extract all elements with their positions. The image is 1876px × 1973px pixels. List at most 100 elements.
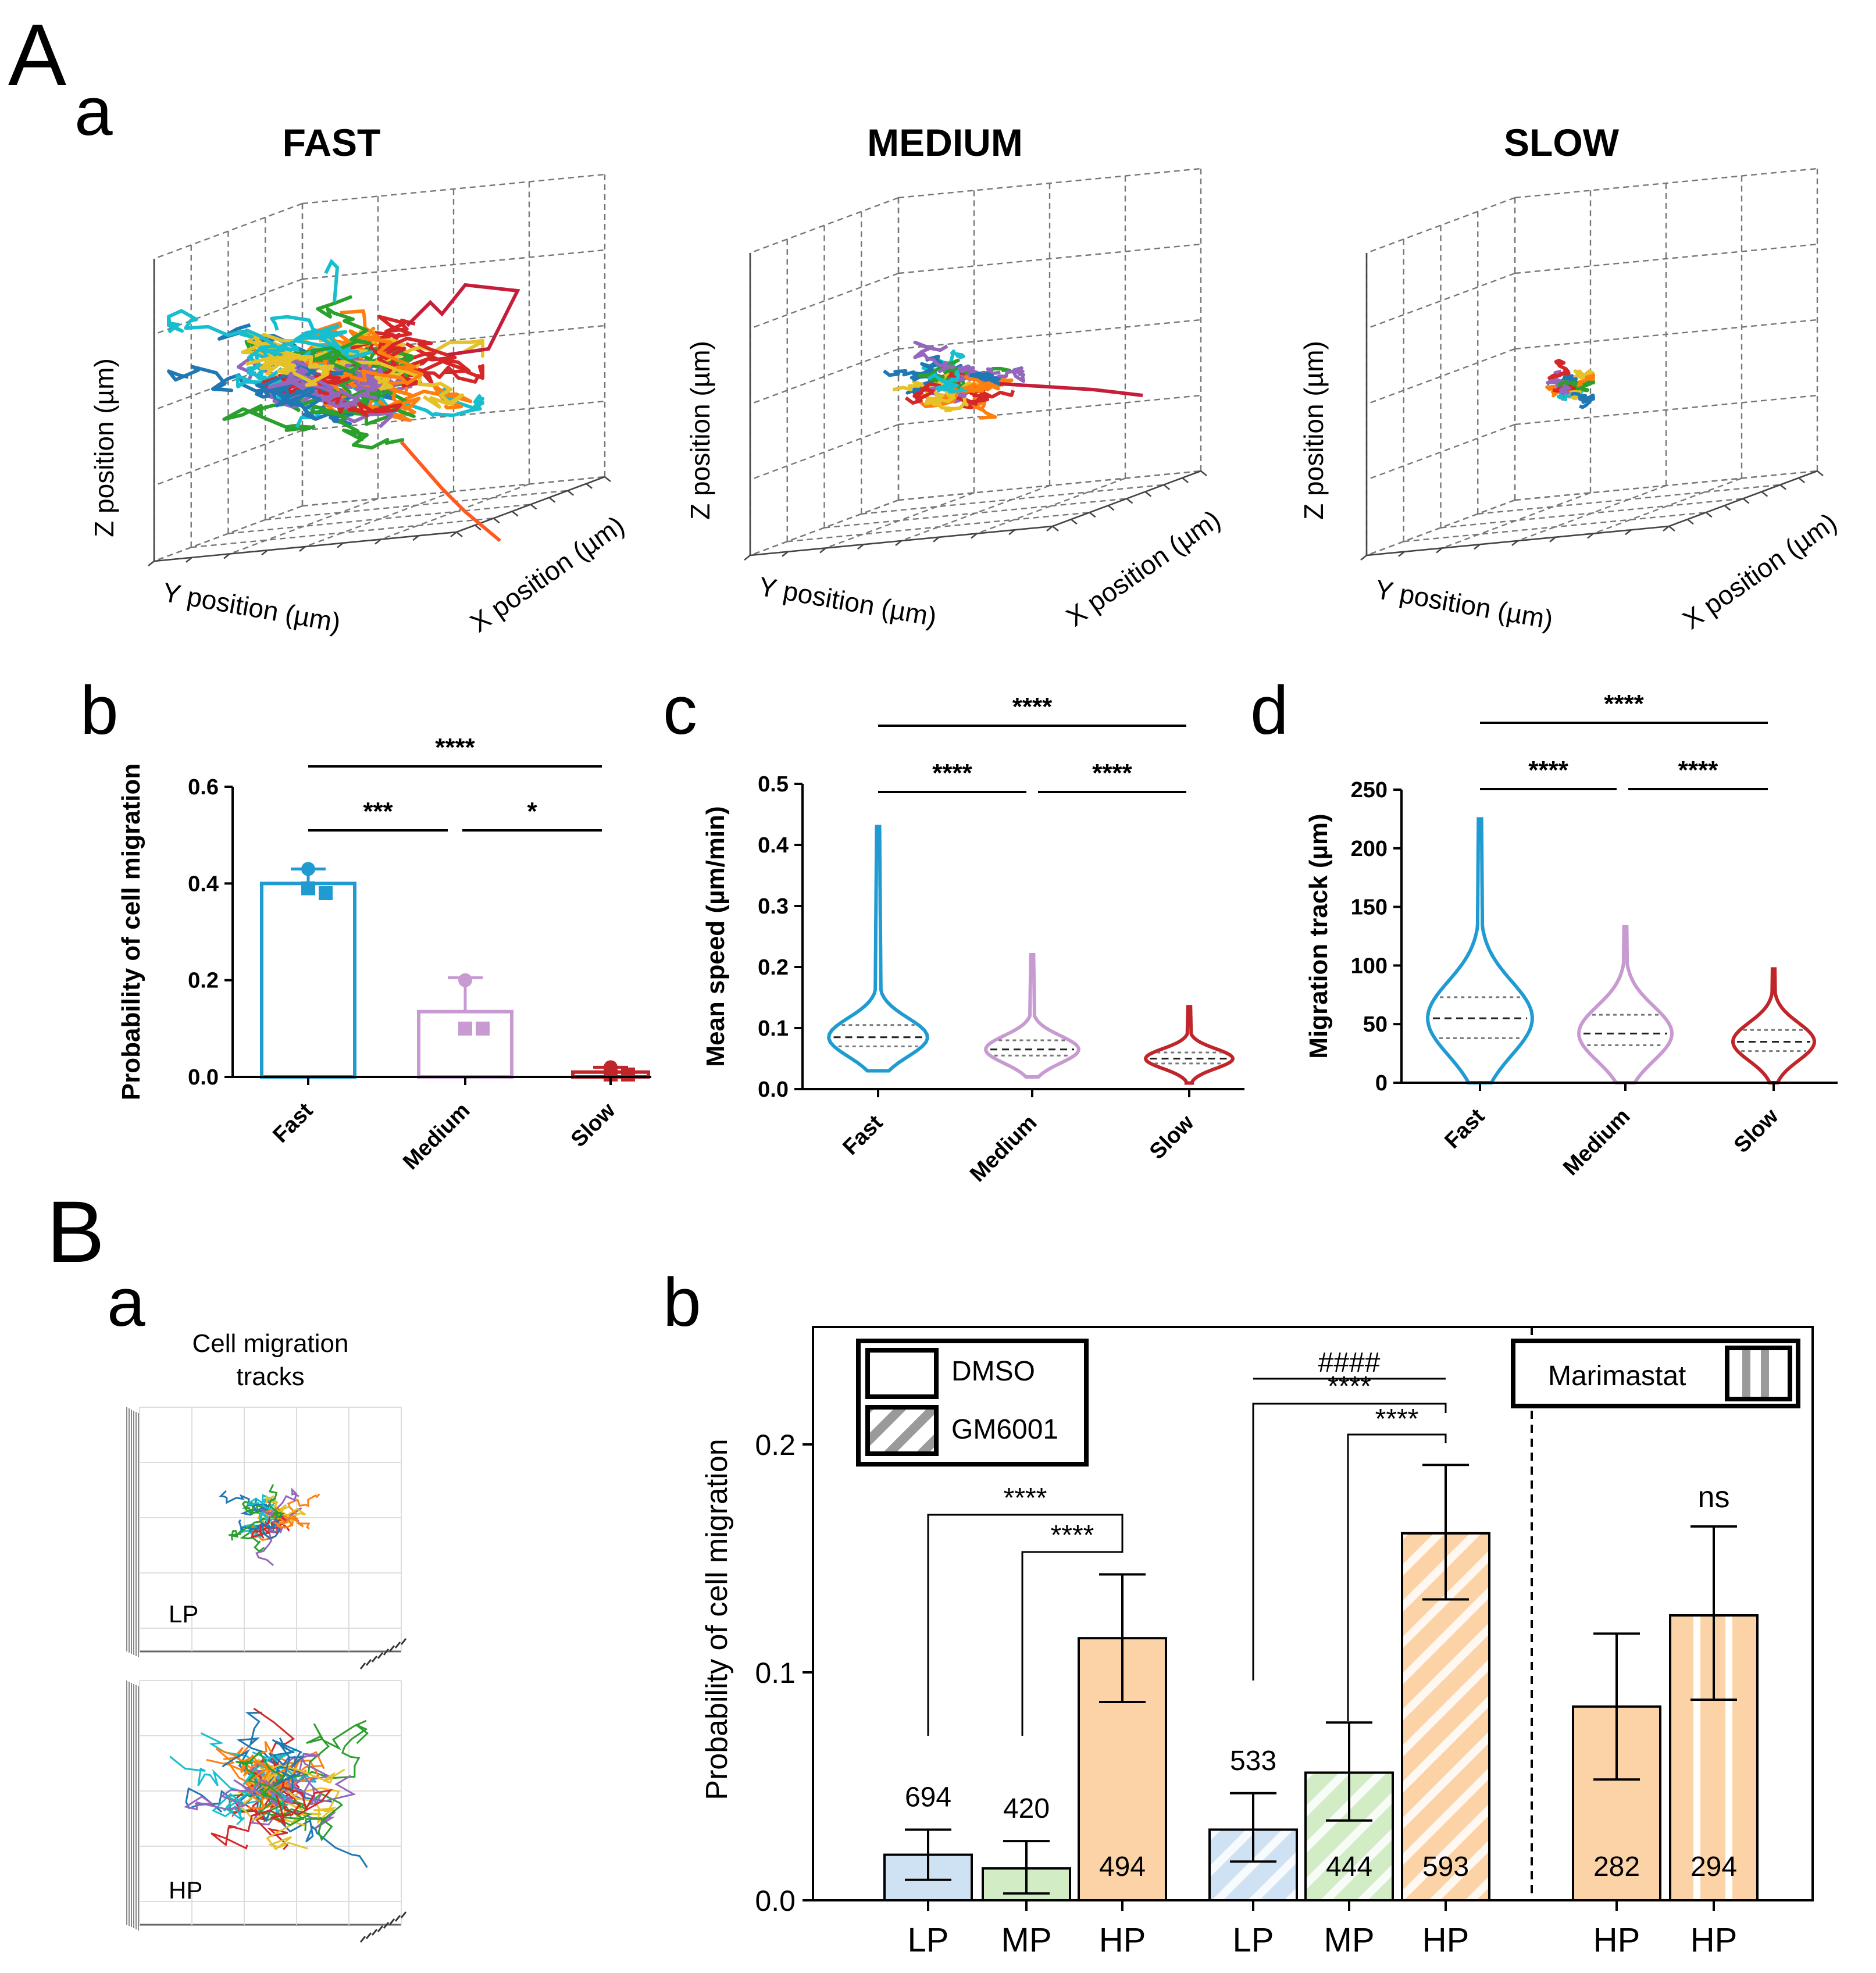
plot-title: FAST bbox=[283, 121, 381, 164]
significance-label: **** bbox=[1678, 756, 1718, 784]
x-tick-label: Fast bbox=[838, 1110, 887, 1159]
box-tick bbox=[383, 1649, 390, 1656]
track-line bbox=[310, 295, 372, 373]
cell-track-line bbox=[278, 1792, 343, 1842]
y-tick-label: 0.0 bbox=[755, 1885, 796, 1917]
grid-line bbox=[1514, 167, 1818, 199]
x-tick-label: Medium bbox=[965, 1111, 1042, 1187]
plot-title: SLOW bbox=[1504, 121, 1620, 164]
grid-line bbox=[1593, 477, 1742, 534]
y-axis-label: Mean speed (µm/min) bbox=[701, 806, 730, 1066]
legend-swatch-dmso bbox=[865, 1348, 939, 1399]
grid-line bbox=[750, 423, 899, 481]
box-tick bbox=[359, 1936, 366, 1943]
significance-label: * bbox=[527, 797, 537, 826]
tick bbox=[1761, 491, 1768, 497]
plot-grid bbox=[744, 167, 1207, 561]
data-point bbox=[301, 881, 315, 895]
tick bbox=[530, 504, 537, 510]
bar-count-label: 420 bbox=[1003, 1793, 1050, 1824]
significance-label: **** bbox=[1012, 693, 1053, 721]
chart-probability-treatments: 0.0 0.1 0.2 Probability of cell migration 69… bbox=[700, 1326, 1814, 1959]
box-tick bbox=[371, 1656, 378, 1662]
tick bbox=[857, 544, 864, 550]
y-tick-label: 150 bbox=[1351, 895, 1388, 920]
panel-letter-Ab: b bbox=[80, 672, 119, 749]
legend-label-gm6001: GM6001 bbox=[951, 1414, 1058, 1445]
box-tick bbox=[394, 1642, 401, 1649]
chart-probability-migration: 0.0 0.2 0.4 0.6 Probability of cell migratio… bbox=[117, 733, 651, 1175]
x-axis-label: X position (µm) bbox=[1061, 504, 1226, 633]
y-axis-label: Probability of cell migration bbox=[117, 763, 145, 1100]
y-axis-label: Probability of cell migration bbox=[700, 1439, 734, 1800]
panel-letter-A: A bbox=[8, 6, 66, 104]
plot-title: MEDIUM bbox=[867, 121, 1023, 164]
y-tick-label: 0.2 bbox=[755, 1429, 796, 1461]
cell-tracks-title-1: Cell migration bbox=[192, 1329, 349, 1358]
tick bbox=[1008, 529, 1015, 536]
box-label-lp: LP bbox=[169, 1600, 198, 1628]
tick bbox=[450, 531, 457, 538]
tick bbox=[1705, 512, 1713, 518]
tick bbox=[971, 533, 978, 539]
significance-label: **** bbox=[1092, 759, 1132, 787]
x-tick-label: LP bbox=[1233, 1921, 1274, 1959]
bar-count-label: 593 bbox=[1422, 1851, 1469, 1882]
tick bbox=[412, 535, 419, 541]
grid-line bbox=[154, 429, 303, 487]
track-box-hp bbox=[126, 1680, 407, 1943]
tick bbox=[933, 536, 940, 543]
bar-hatch bbox=[1693, 1617, 1700, 1899]
grid-line bbox=[1514, 243, 1818, 274]
track-line bbox=[310, 373, 405, 449]
y-tick-label: 100 bbox=[1351, 954, 1388, 978]
track-box-lp bbox=[126, 1407, 407, 1669]
tick bbox=[1798, 477, 1805, 483]
tick bbox=[456, 531, 463, 538]
track-line bbox=[932, 371, 955, 406]
tick bbox=[475, 525, 482, 531]
y-tick-label: 0.2 bbox=[188, 969, 219, 993]
grid-line bbox=[1442, 492, 1591, 549]
y-tick-label: 0.5 bbox=[758, 772, 789, 797]
box-tick bbox=[365, 1932, 372, 1939]
tick bbox=[511, 511, 519, 517]
significance-bracket bbox=[1252, 1403, 1447, 1681]
bar bbox=[417, 1009, 513, 1079]
x-axis-label: X position (µm) bbox=[1677, 507, 1842, 636]
panel-letter-Aa: a bbox=[74, 73, 113, 150]
data-point bbox=[621, 1067, 635, 1082]
tick bbox=[1052, 525, 1059, 532]
tick bbox=[1511, 540, 1518, 547]
panel-letter-Ad: d bbox=[1250, 672, 1289, 749]
panel-letter-Ac: c bbox=[663, 672, 697, 749]
significance-bracket bbox=[1021, 1526, 1124, 1736]
z-axis-label: Z position (µm) bbox=[1299, 341, 1329, 520]
grid-line bbox=[380, 483, 530, 540]
significance-label: **** bbox=[1528, 756, 1568, 784]
cell-track-line bbox=[270, 1779, 333, 1824]
box-tick bbox=[377, 1652, 384, 1659]
tick bbox=[819, 547, 826, 554]
track-line bbox=[1574, 369, 1595, 381]
y-tick-label: 0.0 bbox=[758, 1078, 789, 1102]
track-line bbox=[254, 374, 331, 408]
y-tick-label: 0.1 bbox=[758, 1016, 789, 1041]
legend-swatch-stripe bbox=[1761, 1350, 1769, 1397]
box-tick bbox=[400, 1638, 407, 1645]
track-lines bbox=[167, 258, 520, 543]
violin bbox=[827, 825, 929, 1073]
x-axis-label: X position (µm) bbox=[465, 510, 630, 638]
grid-line bbox=[976, 477, 1126, 534]
significance-label: ns bbox=[1698, 1480, 1730, 1514]
x-tick-label: LP bbox=[908, 1921, 949, 1959]
x-tick-label: Medium bbox=[398, 1098, 475, 1175]
track-line bbox=[1000, 382, 1143, 397]
grid-line bbox=[1366, 272, 1515, 330]
y-tick-label: 0.2 bbox=[758, 955, 789, 980]
tick bbox=[1724, 505, 1731, 511]
y-tick-label: 0.6 bbox=[188, 775, 219, 800]
cell-track-line bbox=[255, 1786, 312, 1826]
x-tick-label: Medium bbox=[1558, 1104, 1635, 1180]
tick bbox=[1549, 536, 1556, 543]
